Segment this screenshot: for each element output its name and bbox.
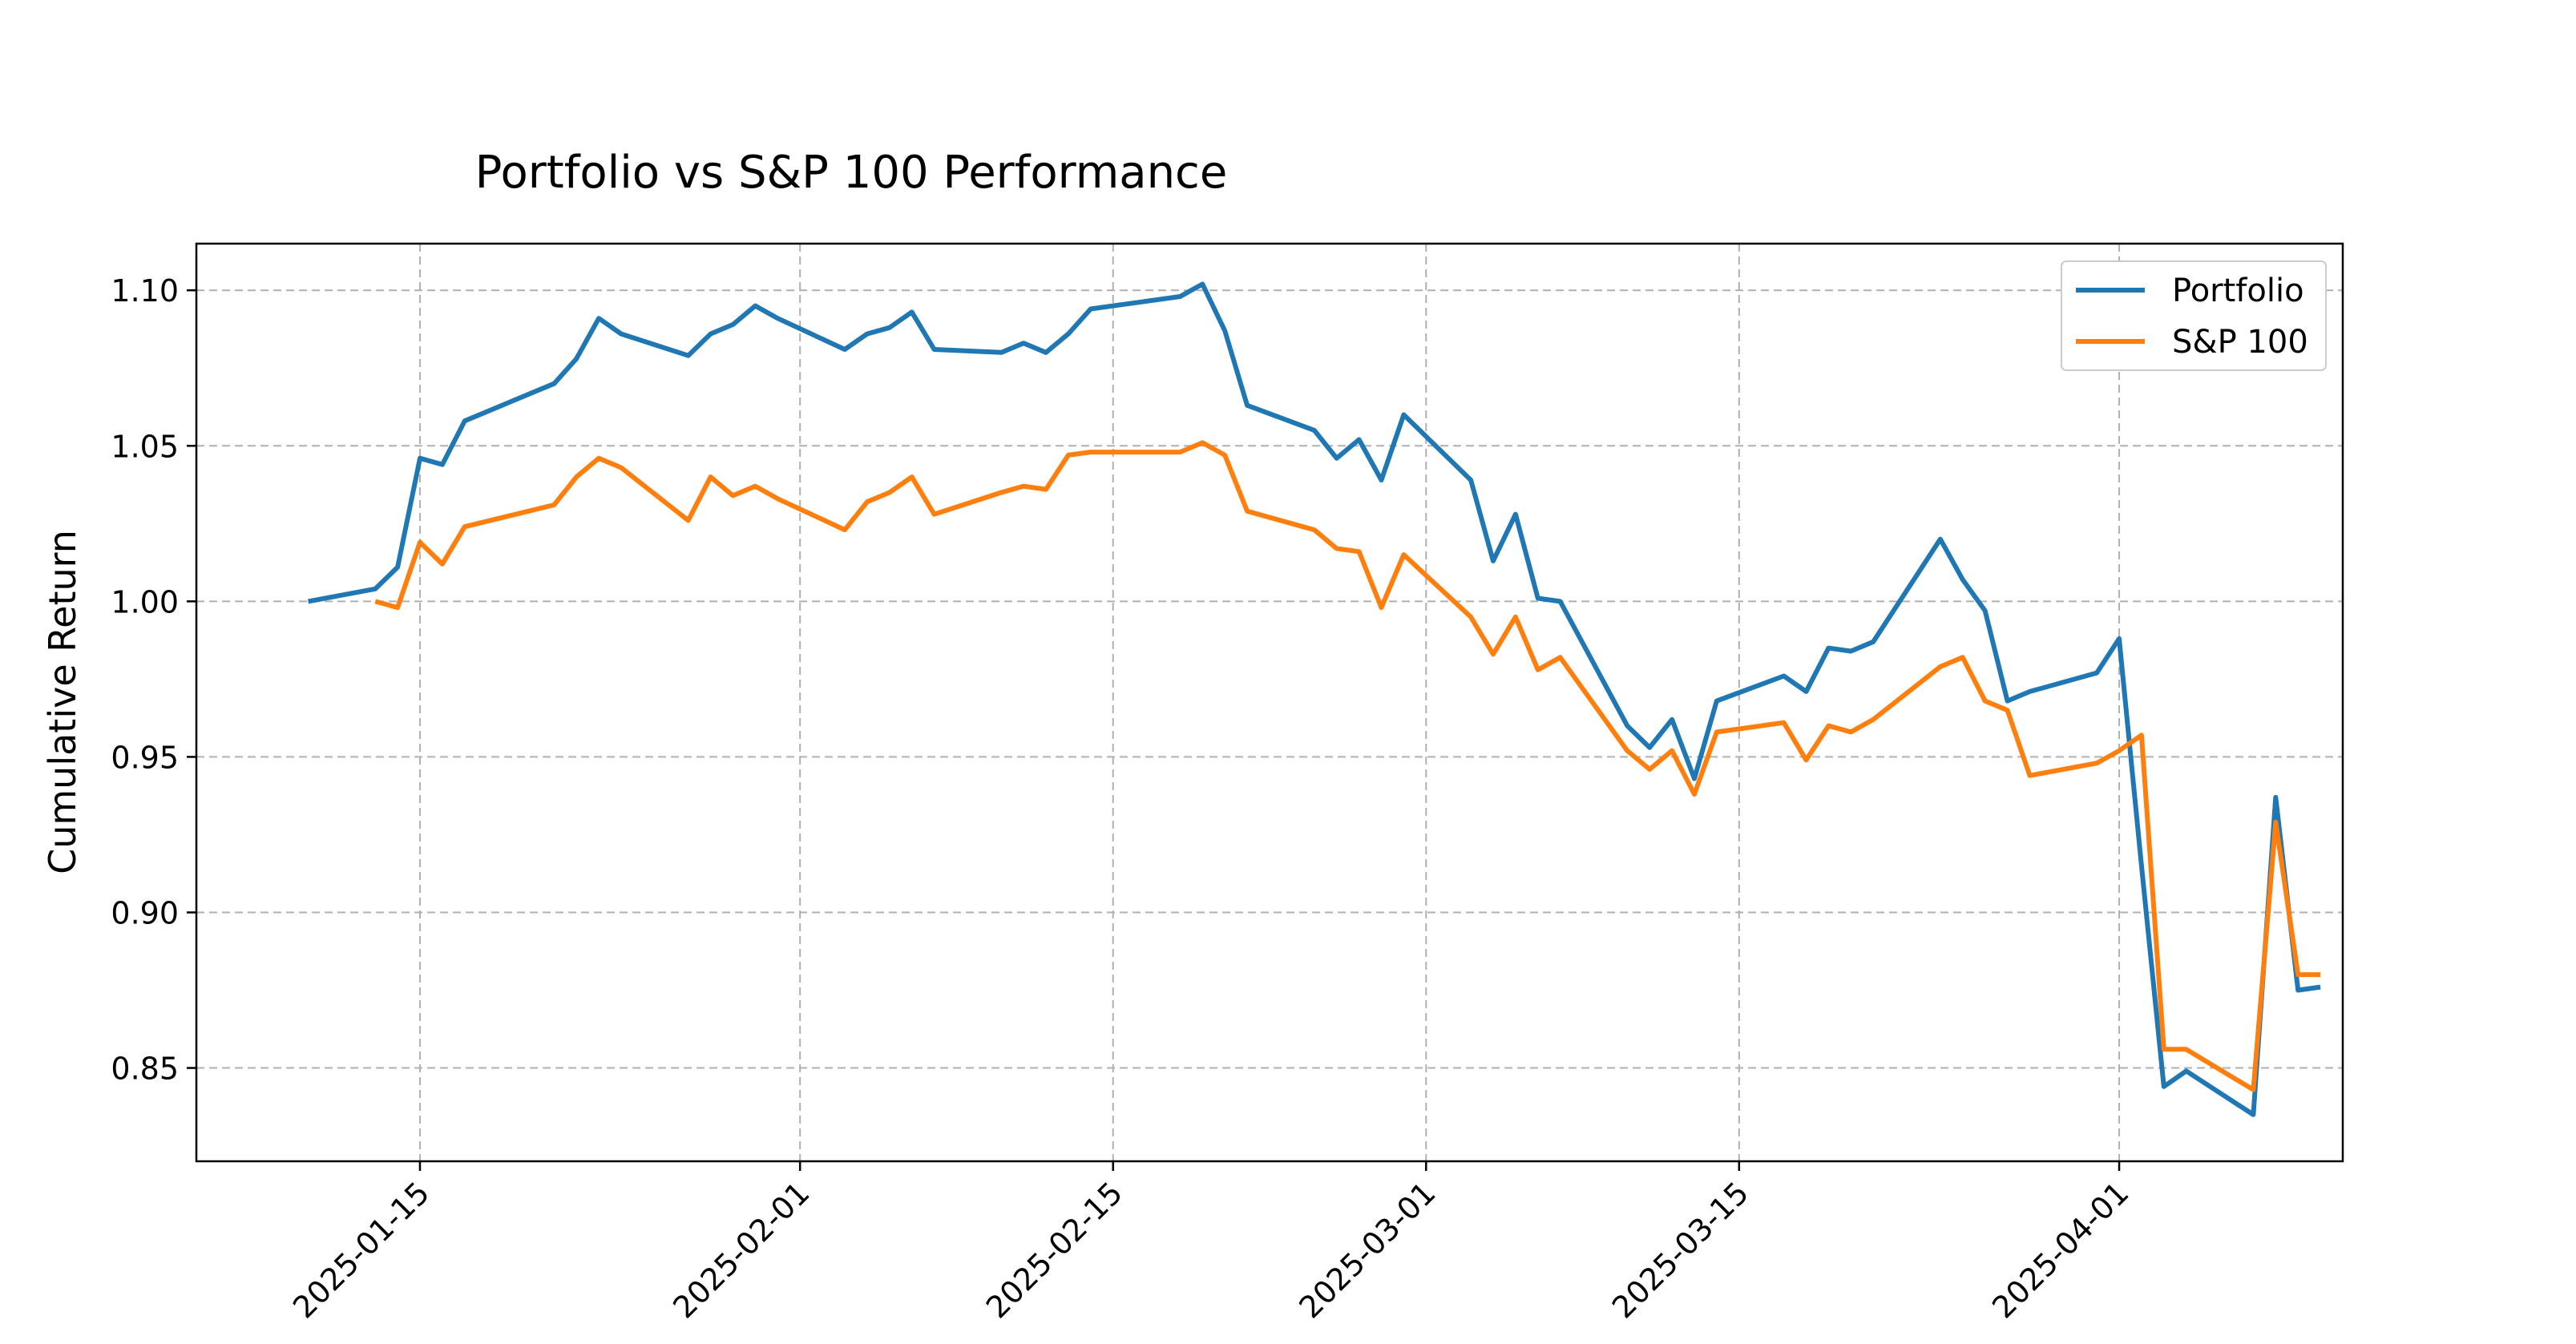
series-layer <box>307 281 2321 1117</box>
x-tick-label: 2025-03-01 <box>1292 1175 1442 1325</box>
x-tick-label: 2025-02-01 <box>666 1175 816 1325</box>
y-tick-label: 0.85 <box>111 1051 179 1087</box>
legend: Portfolio S&P 100 <box>2061 260 2327 371</box>
legend-label-sp100: S&P 100 <box>2172 324 2308 361</box>
y-tick-label: 0.90 <box>111 895 179 930</box>
y-tick-label: 0.95 <box>111 740 179 775</box>
x-tick-label: 2025-04-01 <box>1985 1175 2135 1325</box>
grid-lines <box>196 244 2343 1161</box>
plot-frame <box>195 242 2344 1163</box>
x-axis: 2025-01-15 2025-02-01 2025-02-15 2025-03-01… <box>286 1161 2135 1326</box>
y-tick-label: 1.05 <box>111 429 179 464</box>
y-axis-label: Cumulative Return <box>41 530 84 874</box>
y-tick-label: 1.10 <box>111 273 179 309</box>
x-tick-label: 2025-01-15 <box>286 1175 436 1325</box>
legend-label-portfolio: Portfolio <box>2172 272 2304 309</box>
y-axis: 0.85 0.90 0.95 1.00 1.05 1.10 <box>111 273 196 1087</box>
x-tick-label: 2025-02-15 <box>979 1175 1129 1325</box>
y-tick-label: 1.00 <box>111 584 179 620</box>
chart-title: Portfolio vs S&P 100 Performance <box>475 147 1228 199</box>
series-line-1 <box>374 440 2321 1092</box>
series-line-0 <box>307 281 2321 1117</box>
x-tick-label: 2025-03-15 <box>1605 1175 1755 1325</box>
